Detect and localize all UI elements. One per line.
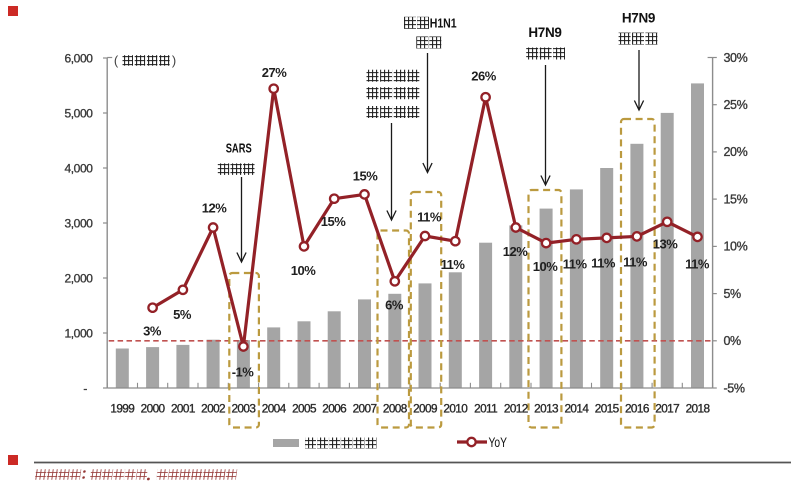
svg-text:30%: 30% (724, 51, 748, 65)
svg-text:2012: 2012 (504, 402, 528, 416)
svg-text:2006: 2006 (322, 402, 347, 416)
svg-text:2016: 2016 (625, 402, 650, 416)
svg-text:5%: 5% (724, 287, 742, 301)
svg-text:13%: 13% (653, 237, 678, 252)
svg-text:10%: 10% (533, 259, 558, 274)
svg-text:2018: 2018 (686, 402, 711, 416)
svg-text:-1%: -1% (232, 365, 255, 380)
svg-text:H7N9: H7N9 (622, 11, 655, 26)
svg-text:2000: 2000 (141, 402, 166, 416)
svg-text:3%: 3% (143, 324, 162, 339)
svg-text:1,000: 1,000 (64, 326, 93, 340)
svg-text:27%: 27% (262, 65, 287, 80)
svg-text:11%: 11% (591, 256, 616, 271)
svg-text:2005: 2005 (292, 402, 317, 416)
svg-text:6,000: 6,000 (64, 51, 93, 65)
svg-text:26%: 26% (471, 69, 496, 84)
svg-text:2013: 2013 (534, 402, 559, 416)
svg-text:): ) (172, 53, 176, 68)
svg-text:2,000: 2,000 (64, 271, 93, 285)
svg-text:11%: 11% (685, 257, 710, 272)
svg-text:-: - (83, 381, 87, 395)
svg-text:11%: 11% (441, 257, 466, 272)
svg-text:1999: 1999 (110, 402, 134, 416)
svg-text:10%: 10% (724, 240, 748, 254)
svg-text:2002: 2002 (201, 402, 225, 416)
svg-text:2001: 2001 (171, 402, 195, 416)
svg-text:-5%: -5% (724, 381, 745, 395)
svg-text:2014: 2014 (564, 402, 589, 416)
svg-text:2010: 2010 (443, 402, 468, 416)
svg-text:25%: 25% (724, 98, 748, 112)
svg-text:2007: 2007 (353, 402, 377, 416)
svg-text:12%: 12% (202, 201, 227, 216)
svg-text:4,000: 4,000 (64, 161, 93, 175)
svg-text:15%: 15% (353, 169, 378, 184)
svg-text:H7N9: H7N9 (528, 25, 561, 40)
svg-text:6%: 6% (385, 298, 404, 313)
svg-text:(: ( (114, 53, 119, 68)
svg-text:11%: 11% (623, 255, 648, 270)
svg-text:3,000: 3,000 (64, 216, 93, 230)
svg-text:2015: 2015 (595, 402, 620, 416)
svg-text:2009: 2009 (413, 402, 437, 416)
svg-text:10%: 10% (291, 263, 316, 278)
svg-text:2004: 2004 (262, 402, 287, 416)
svg-text:H1N1: H1N1 (430, 15, 457, 30)
svg-text:YoY: YoY (489, 435, 508, 450)
svg-text:2017: 2017 (655, 402, 679, 416)
svg-text:12%: 12% (503, 244, 528, 259)
svg-text:15%: 15% (321, 214, 346, 229)
svg-text:SARS: SARS (226, 140, 252, 155)
svg-text:2003: 2003 (231, 402, 256, 416)
svg-text:5%: 5% (173, 307, 192, 322)
svg-text:20%: 20% (724, 145, 748, 159)
svg-text:5,000: 5,000 (64, 106, 93, 120)
svg-text:15%: 15% (724, 192, 748, 206)
svg-text:2008: 2008 (383, 402, 408, 416)
svg-text:11%: 11% (563, 257, 588, 272)
svg-text:2011: 2011 (474, 402, 497, 416)
svg-text:11%: 11% (417, 210, 442, 225)
svg-text:0%: 0% (724, 334, 742, 348)
